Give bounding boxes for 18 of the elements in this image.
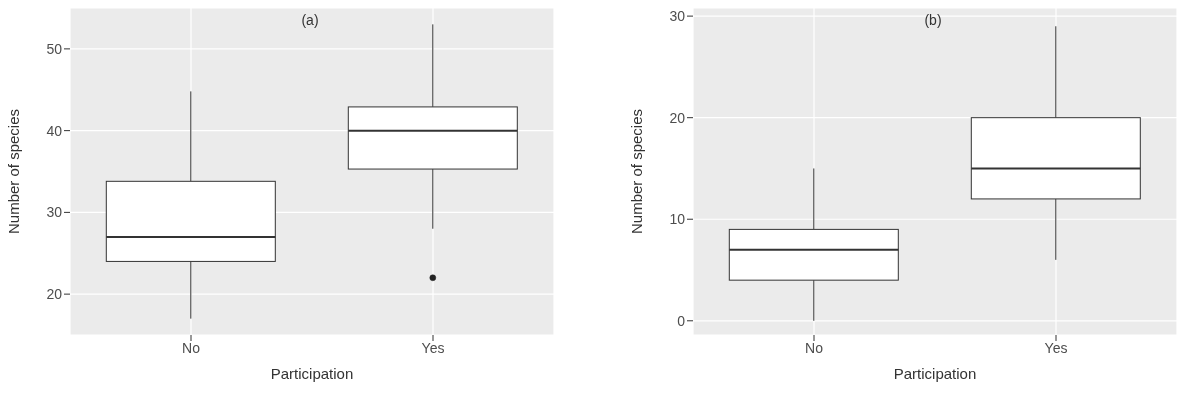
- x-axis-title: Participation: [893, 365, 977, 382]
- y-axis-title: Number of species: [628, 108, 646, 235]
- x-tick-label: Yes: [1044, 339, 1068, 356]
- y-axis-title: Number of species: [5, 108, 23, 235]
- x-tick-label: No: [805, 339, 824, 356]
- y-tick-label: 20: [46, 286, 63, 303]
- y-tick-label: 30: [669, 8, 686, 25]
- chart-title: (b): [924, 12, 942, 28]
- y-tick-label: 20: [669, 109, 686, 126]
- y-tick-label: 0: [677, 312, 686, 329]
- x-tick-label: Yes: [421, 339, 445, 356]
- y-tick-label: 40: [46, 122, 63, 139]
- y-tick-label: 10: [669, 211, 686, 228]
- y-tick-label: 50: [46, 40, 63, 57]
- chart-title: (a): [300, 12, 320, 28]
- x-tick-label: No: [182, 339, 201, 356]
- x-axis-title: Participation: [270, 365, 354, 382]
- y-tick-label: 30: [46, 204, 63, 221]
